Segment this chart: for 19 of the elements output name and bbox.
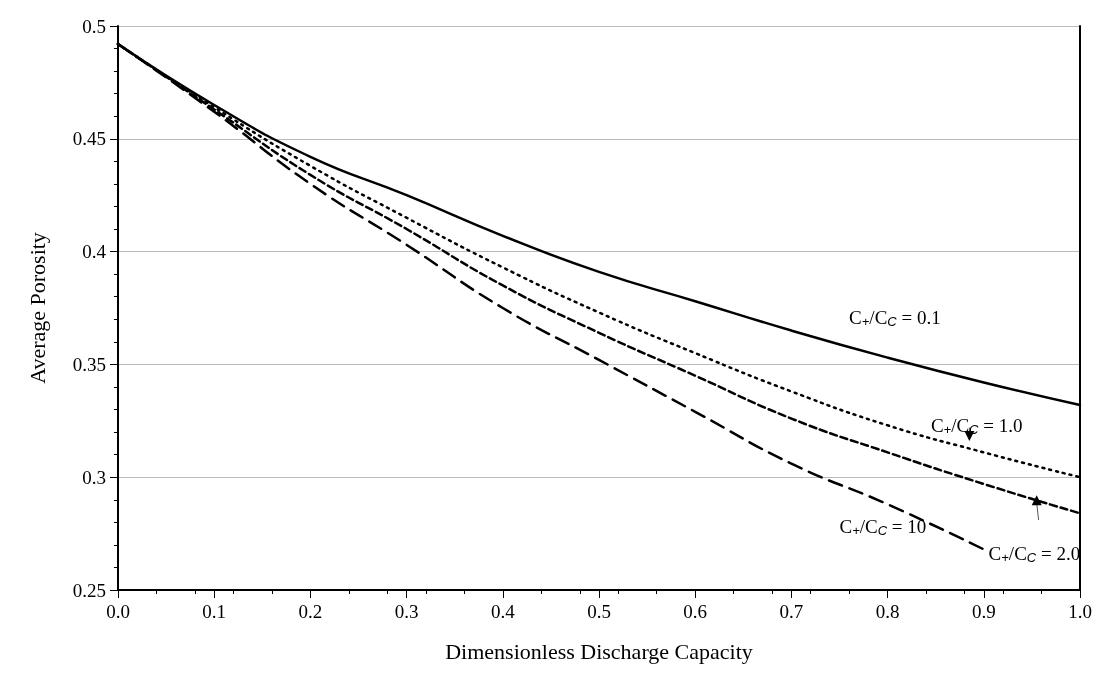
x-tick-label: 0.9: [971, 601, 996, 622]
x-tick-label: 0.1: [202, 601, 227, 622]
x-tick-label: 0.3: [394, 601, 419, 622]
y-axis-title: Average Porosity: [24, 232, 50, 384]
y-tick-label: 0.45: [72, 128, 106, 150]
y-tick-label: 0.4: [82, 241, 107, 263]
y-tick-label: 0.3: [82, 466, 106, 488]
y-tick-label: 0.5: [82, 15, 106, 37]
x-tick-label: 0.7: [779, 601, 804, 622]
x-tick-label: 0.4: [490, 601, 516, 622]
y-tick-label: 0.35: [72, 353, 106, 375]
x-tick-label: 0.2: [298, 601, 323, 622]
x-tick-label: 0.8: [875, 601, 900, 622]
x-tick-label: 0.5: [587, 601, 611, 622]
x-axis-title: Dimensionless Discharge Capacity: [445, 638, 753, 664]
y-tick-label: 0.25: [72, 579, 106, 601]
x-tick-label: 1.0: [1068, 601, 1092, 622]
x-tick-label: 0.6: [683, 601, 708, 622]
x-tick-label: 0.0: [106, 601, 130, 622]
